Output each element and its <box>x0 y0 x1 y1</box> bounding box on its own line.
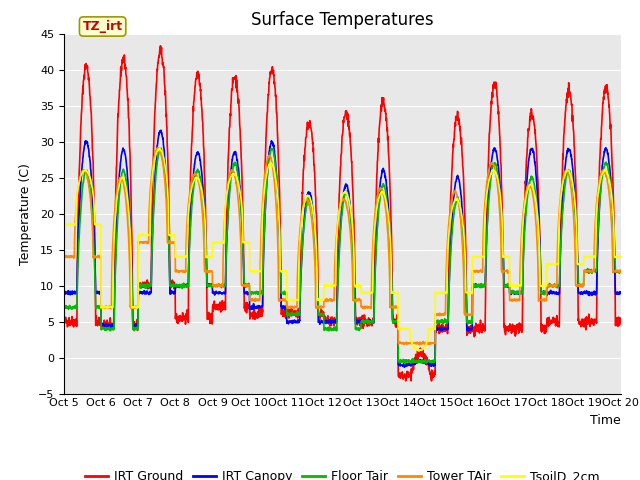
Y-axis label: Temperature (C): Temperature (C) <box>19 163 33 264</box>
X-axis label: Time: Time <box>590 414 621 427</box>
Text: TZ_irt: TZ_irt <box>83 20 123 33</box>
Legend: IRT Ground, IRT Canopy, Floor Tair, Tower TAir, TsoilD_2cm: IRT Ground, IRT Canopy, Floor Tair, Towe… <box>80 465 605 480</box>
Title: Surface Temperatures: Surface Temperatures <box>251 11 434 29</box>
